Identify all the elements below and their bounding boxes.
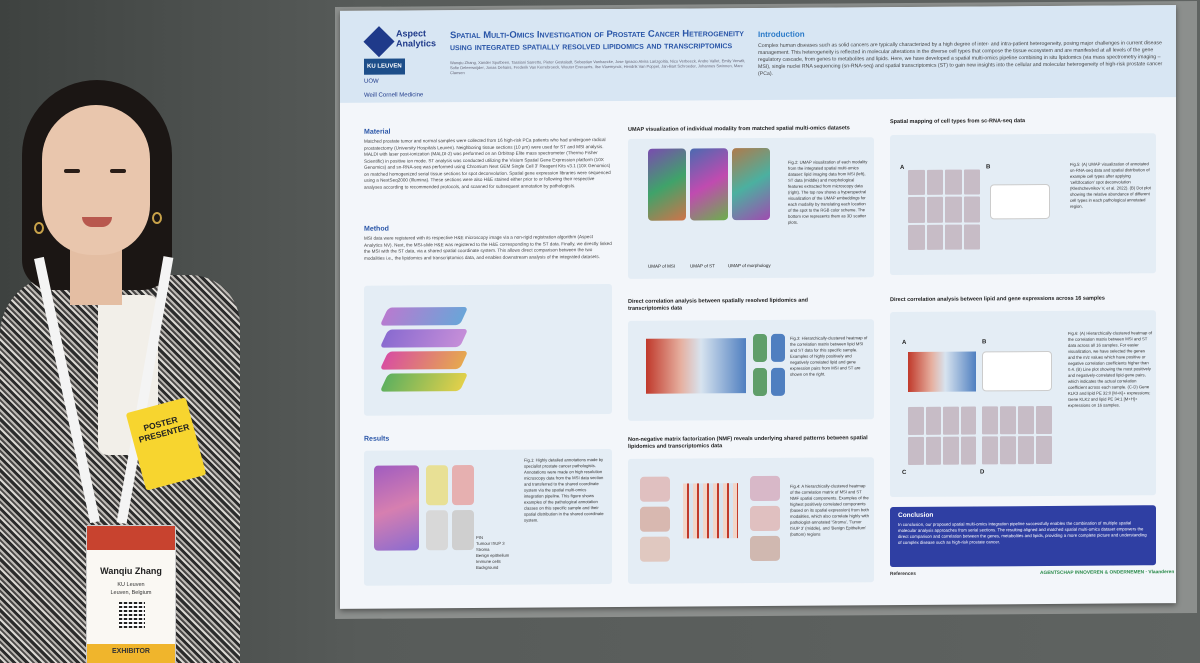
tissue-thumbnail (426, 465, 448, 506)
dot-plot (990, 183, 1050, 220)
cell-type-grid (908, 169, 980, 250)
he-layer (379, 329, 469, 348)
fig3-caption: Fig.3: Hierarchically-clustered heatmap … (790, 335, 868, 377)
badge-name: Wanqiu Zhang (100, 566, 162, 576)
fig3-panel: Fig.3: Hierarchically-clustered heatmap … (628, 319, 874, 421)
badge-role: EXHIBITOR (112, 648, 150, 655)
tissue-thumbnail (426, 510, 448, 551)
logo-icon (363, 26, 395, 58)
badge-affiliation: KU Leuven Leuven, Belgium (110, 582, 152, 596)
pipeline-diagram (364, 284, 612, 416)
nmf-component (640, 536, 670, 562)
method-heading: Method (364, 225, 389, 233)
panel-label-a: A (902, 339, 907, 346)
references-heading: References (890, 571, 916, 578)
fig5-panel: A B Fig.5: (A) UMAP visualization of ann… (890, 133, 1156, 276)
umap-msi-label: UMAP of MSI (648, 263, 676, 269)
funder-logo: AGENTSCHAP INNOVEREN & ONDERNEMEN · Vlaa… (1040, 570, 1175, 577)
poster-title: Spatial Multi-Omics Investigation of Pro… (450, 28, 744, 54)
panel-label-b: B (986, 164, 991, 171)
badge-footer (87, 644, 175, 663)
conclusion-heading: Conclusion (898, 511, 934, 520)
material-heading: Material (364, 128, 391, 136)
umap-msi-image (648, 148, 686, 221)
correlation-example (771, 367, 785, 396)
umap-title: UMAP visualization of individual modalit… (628, 125, 850, 133)
panel-label-c: C (902, 469, 907, 476)
correlation-heatmap (646, 338, 746, 394)
right-earring (152, 212, 162, 224)
nmf-component (640, 506, 670, 532)
neck (70, 245, 122, 305)
aspect-analytics-logo: Aspect Analytics (363, 26, 444, 58)
umap-morphology-image (732, 147, 770, 221)
st-layer (379, 351, 469, 370)
fig6-caption: Fig.6: (A) Hierarchically-clustered heat… (1068, 330, 1153, 408)
umap-st-image (690, 148, 728, 221)
research-poster: Aspect Analytics KU LEUVEN UOW Weill Cor… (340, 5, 1176, 609)
annotated-tissue (374, 465, 419, 551)
klk3-sample-grid (908, 406, 976, 465)
lipid-gene-heatmap (908, 351, 976, 392)
nmf-component (750, 505, 780, 532)
smile (82, 217, 112, 227)
lipid-gene-title: Direct correlation analysis between lipi… (890, 295, 1105, 304)
fig6-panel: A B C D Fig.6: (A) Hierarchically-cluste… (890, 310, 1156, 498)
fig4-caption: Fig.4: A hierarchically-clustered heatma… (790, 483, 869, 537)
poster-authors: Wanqiu Zhang, Xander Spotbeen, Tassiani … (450, 58, 746, 76)
left-eye (64, 169, 80, 173)
correlation-example (771, 333, 785, 362)
sponsor-logos: KU LEUVEN UOW Weill Cornell Medicine (364, 58, 423, 102)
material-text: Matched prostate tumor and normal sample… (364, 137, 611, 190)
annotation-layer (379, 373, 469, 392)
msi-layer (379, 307, 469, 326)
correlation-example (753, 333, 767, 363)
panel-label-a: A (900, 164, 905, 172)
poster-header: Aspect Analytics KU LEUVEN UOW Weill Cor… (340, 5, 1176, 103)
umap-morphology-label: UMAP of morphology (728, 262, 771, 269)
results-heading: Results (364, 435, 390, 443)
left-earring (34, 222, 44, 234)
nmf-component (750, 475, 780, 502)
face (42, 105, 150, 255)
panel-label-b: B (982, 339, 987, 346)
intro-text: Complex human diseases such as solid can… (758, 40, 1163, 77)
fig4-panel: Fig.4: A hierarchically-clustered heatma… (628, 457, 874, 584)
fig1-legend: PIN Tumour ISUP 3 Stroma Benign epitheli… (476, 534, 510, 570)
correlation-example (753, 367, 767, 397)
fig5-caption: Fig.5: (A) UMAP visualization of annotat… (1070, 161, 1151, 209)
cell-mapping-title: Spatial mapping of cell types from sc-RN… (890, 118, 1026, 126)
right-eye (110, 169, 126, 173)
method-text: MSI data were registered with its respec… (364, 234, 612, 261)
umap-panel: UMAP of MSI UMAP of ST UMAP of morpholog… (628, 137, 874, 279)
tissue-thumbnail (452, 464, 474, 506)
qr-code-pattern (119, 602, 145, 628)
kuleuven-logo: KU LEUVEN (364, 58, 405, 75)
fig1-caption: Fig.1: Highly detailed annotations made … (524, 457, 604, 523)
correlation-line-plot (982, 350, 1052, 392)
nmf-title: Non-negative matrix factorization (NMF) … (628, 435, 868, 450)
tissue-thumbnail (452, 509, 474, 551)
intro-heading: Introduction (758, 29, 805, 39)
fig2-caption: Fig.2: UMAP visualization of each modali… (788, 159, 868, 225)
nmf-heatmap (683, 483, 738, 539)
umap-st-label: UMAP of ST (690, 263, 715, 269)
conclusion-box: Conclusion In conclusion, our proposed s… (890, 505, 1156, 568)
panel-label-d: D (980, 469, 985, 476)
name-badge: Wanqiu Zhang KU Leuven Leuven, Belgium E… (86, 525, 176, 663)
correlation-title: Direct correlation analysis between spat… (628, 297, 809, 312)
badge-header (87, 526, 175, 550)
klk2-sample-grid (982, 405, 1052, 465)
nmf-component (750, 535, 780, 562)
nmf-component (640, 476, 670, 502)
fig1-panel: PIN Tumour ISUP 3 Stroma Benign epitheli… (364, 449, 612, 586)
weill-cornell-logo: Weill Cornell Medicine (364, 92, 424, 99)
conclusion-text: In conclusion, our proposed spatial mult… (898, 520, 1147, 546)
uow-logo: UOW (364, 78, 379, 85)
